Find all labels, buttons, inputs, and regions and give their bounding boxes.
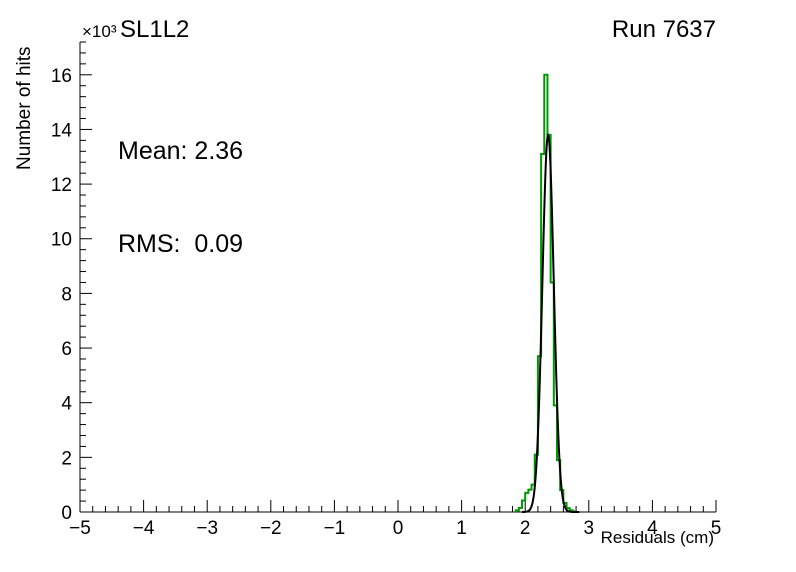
y-tick-label: 2 <box>61 448 72 469</box>
x-tick-label: −2 <box>260 518 282 539</box>
y-tick-label: 4 <box>61 394 72 415</box>
y-axis-multiplier: ×10³ <box>82 22 117 41</box>
x-tick-label: −3 <box>196 518 218 539</box>
x-tick-label: 1 <box>456 518 467 539</box>
y-tick-label: 10 <box>51 230 72 251</box>
run-label: Run 7637 <box>611 16 716 43</box>
stats-box: Mean: 2.36 RMS: 0.09 <box>118 74 243 322</box>
stat-mean: Mean: 2.36 <box>118 137 244 165</box>
x-tick-label: −5 <box>69 518 91 539</box>
y-tick-label: 14 <box>51 120 73 141</box>
y-tick-label: 0 <box>61 503 72 524</box>
y-tick-label: 16 <box>51 66 72 87</box>
y-tick-label: 6 <box>61 339 72 360</box>
fit-curve <box>522 132 580 513</box>
stat-rms: RMS: 0.09 <box>118 230 244 258</box>
x-tick-label: 2 <box>520 518 531 539</box>
x-tick-label: 5 <box>711 518 722 539</box>
y-axis-title: Number of hits <box>14 46 35 170</box>
x-tick-label: −4 <box>133 518 155 539</box>
x-axis-title: Residuals (cm) <box>600 528 714 547</box>
y-tick-label: 12 <box>51 175 72 196</box>
plot-title: SL1L2 <box>120 16 190 43</box>
x-tick-label: 4 <box>647 518 658 539</box>
x-tick-label: 0 <box>393 518 404 539</box>
x-tick-label: −1 <box>324 518 346 539</box>
x-tick-label: 3 <box>584 518 595 539</box>
y-tick-label: 8 <box>61 284 72 305</box>
histogram-line <box>514 73 578 513</box>
